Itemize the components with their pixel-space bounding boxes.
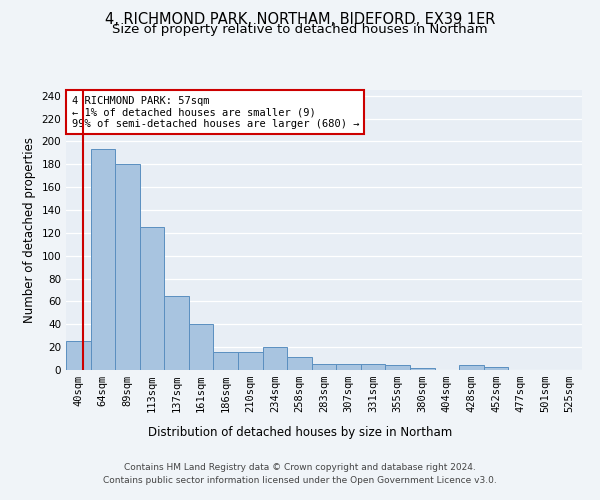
Bar xyxy=(484,366,508,370)
Text: Size of property relative to detached houses in Northam: Size of property relative to detached ho… xyxy=(112,24,488,36)
Bar xyxy=(361,364,385,370)
Bar xyxy=(238,352,263,370)
Text: 4 RICHMOND PARK: 57sqm
← 1% of detached houses are smaller (9)
99% of semi-detac: 4 RICHMOND PARK: 57sqm ← 1% of detached … xyxy=(71,96,359,129)
Text: 4, RICHMOND PARK, NORTHAM, BIDEFORD, EX39 1ER: 4, RICHMOND PARK, NORTHAM, BIDEFORD, EX3… xyxy=(105,12,495,28)
Y-axis label: Number of detached properties: Number of detached properties xyxy=(23,137,36,323)
Bar xyxy=(91,150,115,370)
Bar xyxy=(189,324,214,370)
Bar xyxy=(336,364,361,370)
Bar xyxy=(410,368,434,370)
Bar xyxy=(164,296,189,370)
Bar xyxy=(459,366,484,370)
Text: Contains HM Land Registry data © Crown copyright and database right 2024.: Contains HM Land Registry data © Crown c… xyxy=(124,464,476,472)
Bar xyxy=(214,352,238,370)
Bar xyxy=(263,347,287,370)
Bar xyxy=(115,164,140,370)
Bar xyxy=(287,358,312,370)
Bar xyxy=(312,364,336,370)
Text: Contains public sector information licensed under the Open Government Licence v3: Contains public sector information licen… xyxy=(103,476,497,485)
Bar xyxy=(66,342,91,370)
Bar xyxy=(140,227,164,370)
Text: Distribution of detached houses by size in Northam: Distribution of detached houses by size … xyxy=(148,426,452,439)
Bar xyxy=(385,366,410,370)
